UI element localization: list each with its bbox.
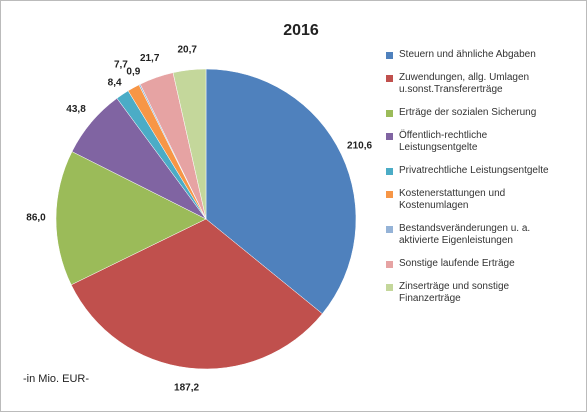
legend-item: Zuwendungen, allg. Umlagen u.sonst.Trans… bbox=[386, 72, 584, 96]
legend-item: Steuern und ähnliche Abgaben bbox=[386, 49, 584, 61]
chart-title: 2016 bbox=[283, 22, 319, 39]
legend: Steuern und ähnliche Abgaben Zuwendungen,… bbox=[386, 49, 584, 316]
legend-item: Zinserträge und sonstige Finanzerträge bbox=[386, 281, 584, 305]
legend-label: Erträge der sozialen Sicherung bbox=[399, 107, 537, 118]
legend-swatch bbox=[386, 226, 393, 233]
pie-slice bbox=[205, 68, 357, 315]
data-label: 43,8 bbox=[66, 104, 86, 115]
data-label: 8,4 bbox=[108, 77, 122, 88]
legend-label: Sonstige laufende Erträge bbox=[399, 258, 515, 269]
legend-item: Sonstige laufende Erträge bbox=[386, 258, 584, 270]
unit-note: -in Mio. EUR- bbox=[23, 373, 89, 385]
data-label: 7,7 bbox=[114, 60, 128, 71]
data-label: 0,9 bbox=[126, 67, 140, 78]
legend-swatch bbox=[386, 191, 393, 198]
data-label: 86,0 bbox=[26, 213, 46, 224]
pie-slice bbox=[70, 218, 323, 370]
legend-item: Kostenerstattungen und Kostenumlagen bbox=[386, 188, 584, 212]
data-label: 20,7 bbox=[177, 45, 197, 56]
legend-swatch bbox=[386, 52, 393, 59]
legend-label: Öffentlich-rechtliche Leistungsentgelte bbox=[399, 130, 488, 153]
legend-label: Bestandsveränderungen u. a. aktivierte E… bbox=[399, 223, 531, 246]
data-label: 187,2 bbox=[174, 383, 199, 394]
legend-swatch bbox=[386, 133, 393, 140]
legend-swatch bbox=[386, 261, 393, 268]
data-label: 21,7 bbox=[140, 53, 160, 64]
legend-item: Bestandsveränderungen u. a. aktivierte E… bbox=[386, 223, 584, 247]
legend-label: Kostenerstattungen und Kostenumlagen bbox=[399, 188, 506, 211]
legend-swatch bbox=[386, 110, 393, 117]
pie-slice bbox=[172, 68, 207, 220]
legend-swatch bbox=[386, 284, 393, 291]
legend-swatch bbox=[386, 168, 393, 175]
legend-label: Steuern und ähnliche Abgaben bbox=[399, 49, 536, 60]
legend-swatch bbox=[386, 75, 393, 82]
legend-item: Öffentlich-rechtliche Leistungsentgelte bbox=[386, 130, 584, 154]
data-label: 210,6 bbox=[347, 141, 372, 152]
legend-label: Zuwendungen, allg. Umlagen u.sonst.Trans… bbox=[399, 72, 530, 95]
legend-label: Zinserträge und sonstige Finanzerträge bbox=[399, 281, 510, 304]
legend-item: Erträge der sozialen Sicherung bbox=[386, 107, 584, 119]
legend-label: Privatrechtliche Leistungsentgelte bbox=[399, 165, 549, 176]
pie-slice bbox=[55, 151, 207, 286]
legend-item: Privatrechtliche Leistungsentgelte bbox=[386, 165, 584, 177]
